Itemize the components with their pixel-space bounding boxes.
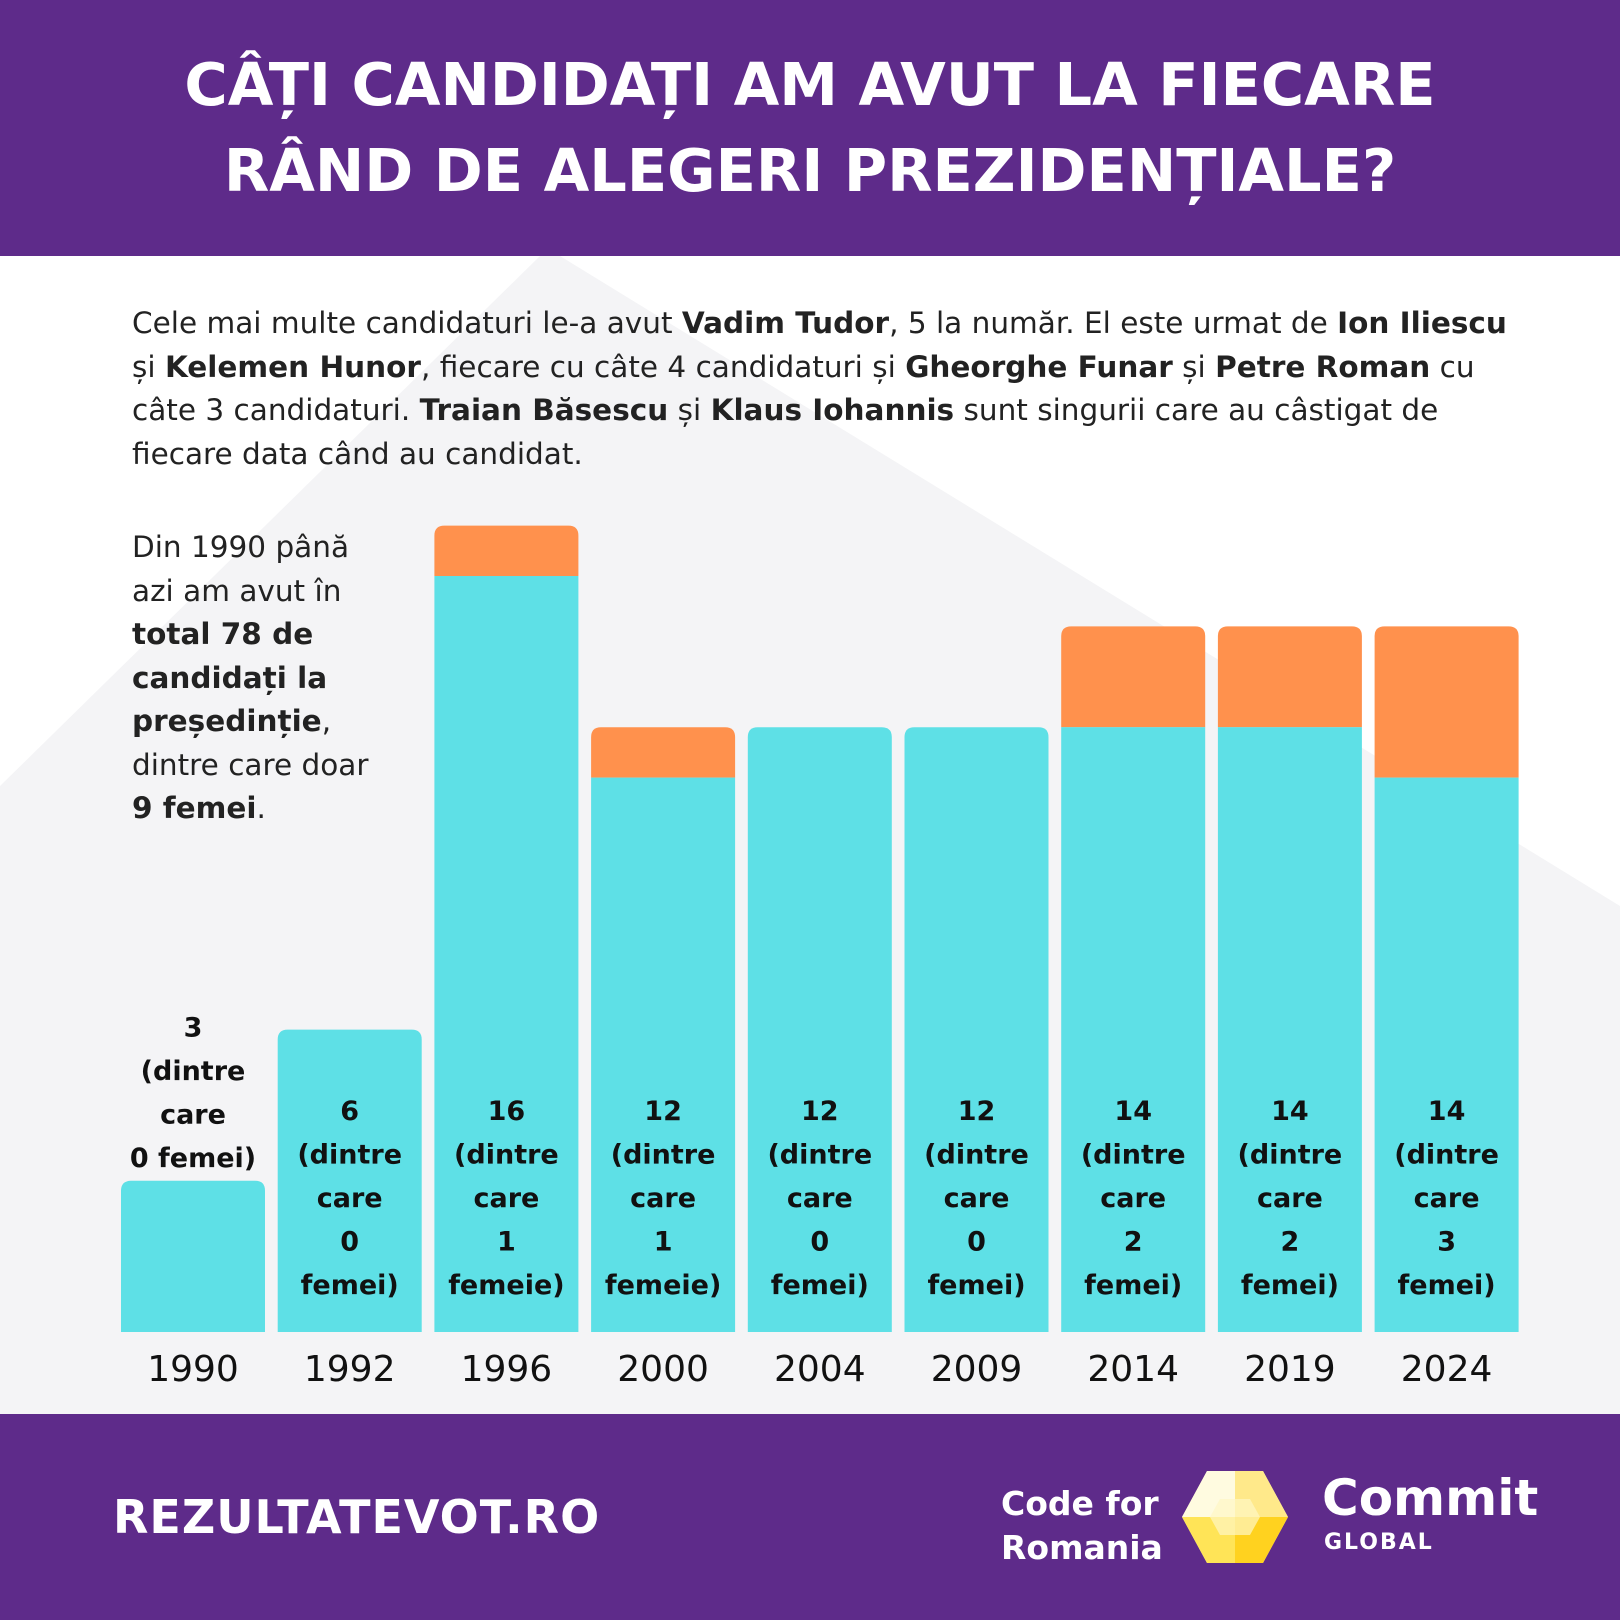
bar-value-label: 0 femei) bbox=[130, 1143, 256, 1174]
bar-value-label: 14 bbox=[1428, 1096, 1466, 1127]
bar-value-label: care bbox=[630, 1183, 696, 1214]
x-tick-label: 2000 bbox=[617, 1349, 709, 1390]
x-tick-label: 1990 bbox=[147, 1349, 239, 1390]
bar-value-label: 6 bbox=[340, 1096, 359, 1127]
bar-segment-men bbox=[434, 576, 578, 1332]
bar-value-label: femei) bbox=[771, 1270, 869, 1301]
side-note: Din 1990 până azi am avut în total 78 de… bbox=[132, 526, 382, 831]
bar-value-label: femeie) bbox=[448, 1270, 564, 1301]
bar-value-label: care bbox=[1100, 1183, 1166, 1214]
bar-value-label: 2 bbox=[1124, 1227, 1143, 1258]
bar-value-label: (dintre bbox=[924, 1140, 1029, 1171]
bar-value-label: care bbox=[160, 1099, 226, 1130]
bar-value-label: (dintre bbox=[454, 1140, 559, 1171]
bar-value-label: 12 bbox=[801, 1096, 839, 1127]
page-title: CÂȚI CANDIDAȚI AM AVUT LA FIECARE RÂND D… bbox=[80, 42, 1540, 214]
bar-value-label: 0 bbox=[810, 1227, 829, 1258]
bar-value-label: femei) bbox=[927, 1270, 1025, 1301]
bar-value-label: femei) bbox=[301, 1270, 399, 1301]
footer: REZULTATEVOT.RO Code for Romania Commit … bbox=[0, 1414, 1620, 1620]
bar-segment-women bbox=[1218, 626, 1362, 727]
bar-value-label: 16 bbox=[488, 1096, 526, 1127]
bar-value-label: femei) bbox=[1398, 1270, 1496, 1301]
bar-value-label: 14 bbox=[1271, 1096, 1309, 1127]
bar-segment-women bbox=[591, 727, 735, 777]
bar-segment-women bbox=[1375, 626, 1519, 777]
bar-segment-women bbox=[1061, 626, 1205, 727]
bar-value-label: femei) bbox=[1084, 1270, 1182, 1301]
bar-value-label: care bbox=[317, 1183, 383, 1214]
x-tick-label: 2014 bbox=[1087, 1349, 1179, 1390]
bar-value-label: (dintre bbox=[1081, 1140, 1186, 1171]
bar-value-label: care bbox=[473, 1183, 539, 1214]
hexagon-logo-icon bbox=[1180, 1469, 1290, 1565]
x-tick-label: 2024 bbox=[1401, 1349, 1493, 1390]
bar-value-label: 14 bbox=[1114, 1096, 1152, 1127]
bar-value-label: femei) bbox=[1241, 1270, 1339, 1301]
content-area: Cele mai multe candidaturi le-a avut Vad… bbox=[0, 256, 1620, 1414]
bar-value-label: 2 bbox=[1281, 1227, 1300, 1258]
bar-segment-women bbox=[434, 526, 578, 576]
bar-value-label: (dintre bbox=[141, 1056, 246, 1087]
org-line-2: Romania bbox=[1001, 1526, 1163, 1570]
bar-value-label: care bbox=[787, 1183, 853, 1214]
header-banner: CÂȚI CANDIDAȚI AM AVUT LA FIECARE RÂND D… bbox=[0, 0, 1620, 256]
bar-value-label: 1 bbox=[654, 1227, 673, 1258]
bar-chart: 3 (dintre care 0 femei) 1990 6 (dintre care 0 fem… bbox=[0, 256, 1620, 1414]
side-note-text-part: . bbox=[257, 791, 266, 825]
bar-value-label: (dintre bbox=[297, 1140, 402, 1171]
bar-value-label: femeie) bbox=[605, 1270, 721, 1301]
bar-value-label: (dintre bbox=[1238, 1140, 1343, 1171]
bar-segment-men bbox=[121, 1181, 265, 1332]
org-line-1: Code for bbox=[1001, 1482, 1163, 1526]
commit-brand: Commit bbox=[1322, 1470, 1538, 1526]
bar-value-label: care bbox=[1414, 1183, 1480, 1214]
bar-value-label: care bbox=[944, 1183, 1010, 1214]
bar-value-label: 12 bbox=[644, 1096, 682, 1127]
side-note-highlight: total 78 de candidați la președinție bbox=[132, 617, 327, 738]
bar-value-label: 3 bbox=[1437, 1227, 1456, 1258]
bar-value-label: 3 bbox=[184, 1012, 203, 1043]
x-tick-label: 2019 bbox=[1244, 1349, 1336, 1390]
x-tick-label: 1992 bbox=[304, 1349, 396, 1390]
x-tick-label: 2009 bbox=[931, 1349, 1023, 1390]
bar-value-label: 0 bbox=[340, 1227, 359, 1258]
side-note-text-part: Din 1990 până azi am avut în bbox=[132, 530, 349, 608]
bar-value-label: 1 bbox=[497, 1227, 516, 1258]
bar-value-label: (dintre bbox=[1394, 1140, 1499, 1171]
side-note-highlight: 9 femei bbox=[132, 791, 257, 825]
bar-value-label: (dintre bbox=[611, 1140, 716, 1171]
code-for-romania-text: Code for Romania bbox=[1001, 1482, 1163, 1570]
bar-value-label: 12 bbox=[958, 1096, 996, 1127]
bar-value-label: care bbox=[1257, 1183, 1323, 1214]
bar-value-label: 0 bbox=[967, 1227, 986, 1258]
x-tick-label: 1996 bbox=[461, 1349, 553, 1390]
commit-brand-sub: GLOBAL bbox=[1324, 1530, 1434, 1555]
bar-value-label: (dintre bbox=[767, 1140, 872, 1171]
x-tick-label: 2004 bbox=[774, 1349, 866, 1390]
site-link[interactable]: REZULTATEVOT.RO bbox=[113, 1414, 600, 1620]
